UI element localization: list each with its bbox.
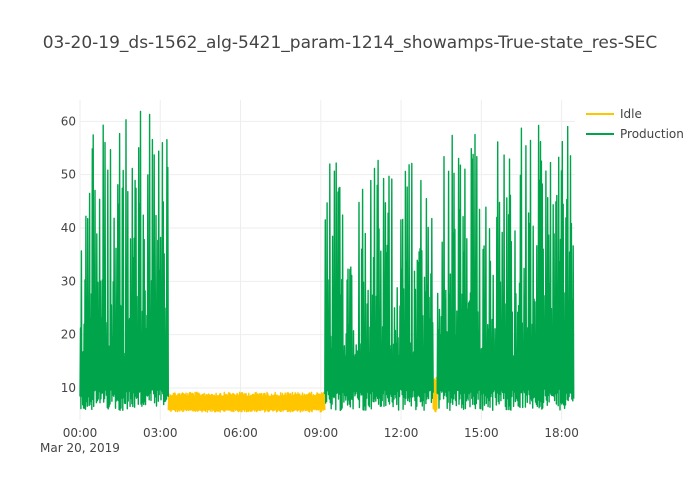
chart-title: 03-20-19_ds-1562_alg-5421_param-1214_sho… [42,33,658,53]
series-line-idle[interactable] [167,391,326,413]
y-tick-label: 10 [61,381,76,395]
y-tick-label: 40 [61,221,76,235]
x-tick-label: 12:00 [384,426,419,440]
legend-label-idle: Idle [620,107,642,121]
y-tick-label: 50 [61,168,76,182]
x-tick-label: 15:00 [464,426,499,440]
legend: Idle Production [586,104,684,144]
legend-swatch-production [586,133,614,135]
legend-swatch-idle [586,113,614,115]
series-line-production[interactable] [436,124,575,411]
legend-item-idle[interactable]: Idle [586,104,684,124]
x-tick-label: 09:00 [304,426,339,440]
x-tick-label: 00:00 [63,426,98,440]
legend-item-production[interactable]: Production [586,124,684,144]
series-line-production[interactable] [324,159,434,412]
series-layer [79,110,575,413]
x-tick-label: 03:00 [143,426,178,440]
y-tick-label: 60 [61,114,76,128]
y-tick-label: 20 [61,328,76,342]
series-line-production[interactable] [79,110,170,411]
x-tick-label: 06:00 [223,426,258,440]
axis-layer: 00:00 03:00 06:00 09:00 12:00 15:00 18:00 Mar 2… [40,114,579,455]
y-tick-label: 30 [61,274,76,288]
x-date-label: Mar 20, 2019 [40,441,120,455]
x-tick-label: 18:00 [544,426,579,440]
legend-label-production: Production [620,127,684,141]
